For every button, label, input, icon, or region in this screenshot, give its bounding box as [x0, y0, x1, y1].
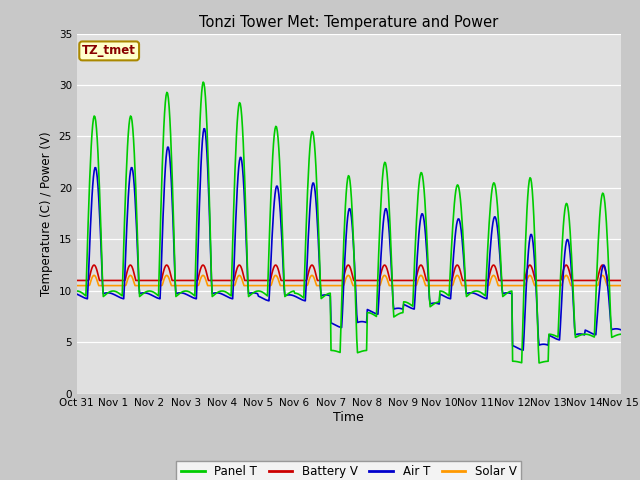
Y-axis label: Temperature (C) / Power (V): Temperature (C) / Power (V) — [40, 132, 53, 296]
Title: Tonzi Tower Met: Temperature and Power: Tonzi Tower Met: Temperature and Power — [199, 15, 499, 30]
X-axis label: Time: Time — [333, 411, 364, 424]
Legend: Panel T, Battery V, Air T, Solar V: Panel T, Battery V, Air T, Solar V — [176, 461, 522, 480]
Text: TZ_tmet: TZ_tmet — [82, 44, 136, 58]
